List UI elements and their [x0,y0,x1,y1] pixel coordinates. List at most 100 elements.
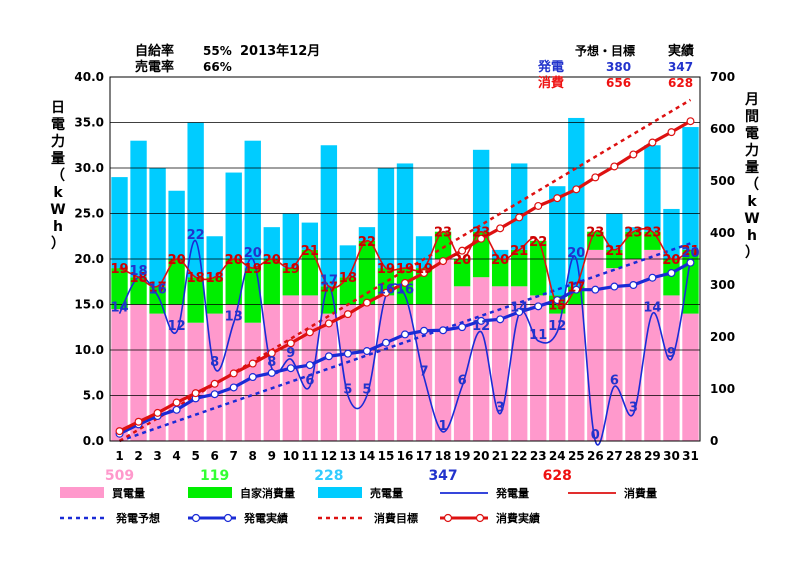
cons-actual-marker [610,162,619,171]
gen-value-label: 5 [362,383,371,398]
cons-value-label: 22 [529,235,547,250]
legend-bought-swatch [60,487,104,498]
self-use-bar [301,249,319,296]
gen-actual-marker [572,285,581,294]
x-tick-label: 25 [568,449,585,463]
cons-actual-marker [401,278,410,287]
gen-value-label: 12 [168,319,186,334]
cons-actual-marker [267,349,276,358]
legend-bought-label: 買電量 [112,487,145,500]
sold-bar [301,222,319,250]
x-tick-label: 8 [249,449,257,463]
legend-sold-swatch [318,487,362,498]
cons-target-value: 656 [606,76,631,90]
sold-bar [663,208,680,259]
forecast-header: 予想・目標 [575,43,635,58]
gen-value-label: 17 [320,273,338,288]
right-axis-title-char: 月 [744,92,759,108]
cons-value-label: 21 [510,244,528,259]
right-axis-title-char: h [747,228,757,244]
cons-value-label: 15 [548,299,566,314]
cons-value-label: 23 [586,226,604,241]
sold-bar [491,249,509,259]
self-use-bar [187,277,204,323]
gen-actual-marker [515,308,524,317]
x-tick-label: 12 [321,449,338,463]
right-tick-label: 100 [710,382,735,396]
cons-value-label: 22 [358,235,376,250]
bought-bar [187,322,204,441]
self-use-bar [225,259,242,305]
cons-value-label: 18 [187,271,205,286]
self-use-bar [587,231,604,250]
gen-actual-marker [553,296,562,305]
left-axis-title-char: ） [51,236,65,252]
self-use-bar [625,231,642,259]
gen-actual-marker [610,282,619,291]
gen-actual-marker [286,364,295,373]
sold-bar [187,122,204,278]
cons-actual-marker [629,150,638,159]
bought-bar [530,295,547,441]
x-tick-label: 19 [454,449,471,463]
gen-actual-marker [343,349,352,358]
legend-consumption-label: 消費量 [624,486,657,500]
cons-actual-marker [362,298,371,307]
self-use-bar [415,268,433,305]
gen-value-label: 7 [420,364,429,379]
axes-layer: 0.05.010.015.020.025.030.035.040.0010020… [74,70,735,463]
period-label: 2013年12月 [240,43,320,59]
sold-bar [282,213,299,269]
sold-bar [130,140,147,278]
gen-value-label: 14 [643,301,661,316]
x-tick-label: 14 [359,449,376,463]
actual-header: 実績 [668,43,694,59]
gen-value-label: 9 [667,346,676,361]
left-tick-label: 5.0 [83,389,104,403]
gen-value-label: 16 [396,282,414,297]
sold-bar [568,117,585,287]
legend-cons-target-label: 消費目標 [374,511,418,525]
left-axis-title-char: W [50,202,65,218]
x-tick-label: 9 [268,449,276,463]
cons-actual-marker [381,288,390,297]
cons-value-label: 23 [624,226,642,241]
bought-bar [358,304,376,441]
cons-value-label: 23 [643,226,661,241]
cons-value-label: 21 [301,244,319,259]
self-use-bar [111,268,128,310]
summary-total-value: 628 [543,468,572,484]
cons-actual-marker [191,389,200,398]
legend-cons-actual-marker [443,513,453,523]
right-axis-title-char: 間 [745,109,759,125]
cons-value-label: 17 [567,280,585,295]
cons-value-label: 19 [282,262,300,277]
cons-value-label: 21 [681,244,699,259]
cons-actual-marker [210,379,219,388]
summary-totals: 509 119 228 347 628 [105,468,572,484]
gen-value-label: 22 [187,228,205,243]
cons-value-label: 20 [168,253,186,268]
gen-value-label: 0 [591,428,600,443]
right-tick-label: 300 [710,278,735,292]
x-tick-label: 10 [282,449,299,463]
summary-total-value: 119 [200,468,229,484]
gen-value-label: 18 [130,264,148,279]
self-sufficiency-value: 55% [203,44,232,58]
right-tick-label: 600 [710,122,735,136]
x-tick-label: 1 [115,449,123,463]
cons-actual-marker [229,369,238,378]
gen-value-label: 6 [305,373,314,388]
gen-value-label: 5 [343,383,352,398]
bought-bar [244,322,261,441]
sold-bar [682,127,699,250]
gen-actual-value: 347 [668,60,693,74]
cons-actual-marker [172,398,181,407]
x-tick-label: 3 [153,449,161,463]
cons-actual-marker [305,328,314,337]
left-axis-title-char: 量 [51,151,65,167]
left-tick-label: 25.0 [74,207,104,221]
bought-bar [568,304,585,441]
self-use-bar [282,268,299,296]
cons-value-label: 23 [472,226,490,241]
